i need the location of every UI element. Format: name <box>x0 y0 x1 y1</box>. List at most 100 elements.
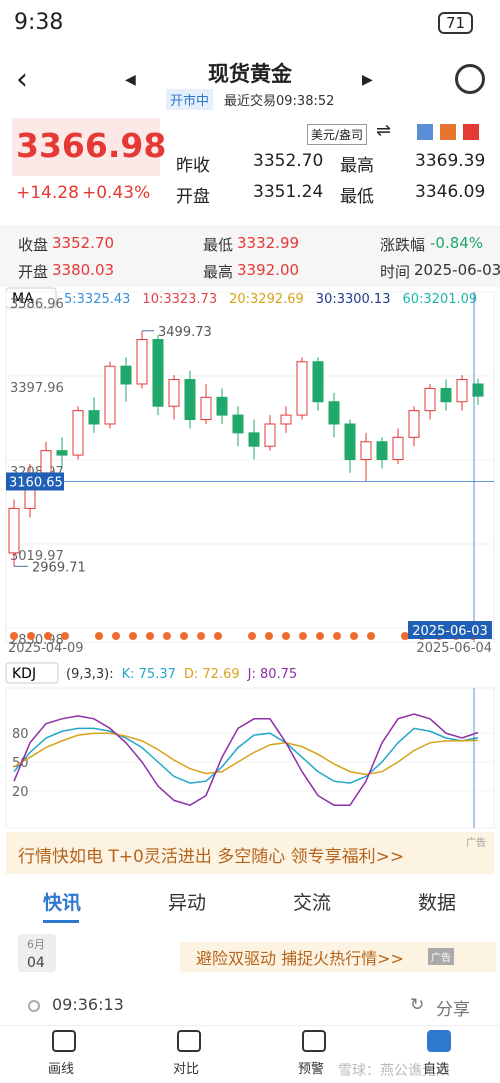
candle-body <box>184 379 196 421</box>
candle-body <box>40 450 52 474</box>
icon[interactable] <box>463 124 479 140</box>
candle-body <box>296 361 308 416</box>
cursor-label: 时间 <box>380 263 411 281</box>
share[interactable]: 分享 <box>436 1000 470 1020</box>
candle-body <box>168 379 180 407</box>
candle-body <box>232 414 244 434</box>
cursor-date-box <box>408 621 492 639</box>
kdj-line <box>13 727 479 784</box>
icon[interactable] <box>417 124 433 140</box>
news-day: 04 <box>27 955 45 971</box>
nav-icon[interactable] <box>427 1030 451 1052</box>
page-title: 现货黄金 <box>208 62 292 86</box>
indicator-select <box>5 662 59 684</box>
kdj-chart: KDJ (9,3,3): K: 75.37 D: 72.69 J: 80.7580502… <box>5 662 495 829</box>
candle-body <box>88 410 100 425</box>
timeline-dot <box>28 1000 40 1012</box>
nav-item[interactable]: 对比 <box>173 1062 200 1077</box>
nav-icon[interactable] <box>177 1030 201 1052</box>
event-dot <box>95 632 103 640</box>
ad-text[interactable]: 行情快如电 T+0灵活进出 多空随心 领专享福利>> <box>18 847 405 867</box>
event-dot <box>214 632 222 640</box>
y-tick-label: 3397.96 <box>10 381 64 396</box>
candle-body <box>472 383 484 397</box>
unit[interactable]: 美元/盎司 <box>307 124 368 145</box>
nav-item[interactable]: 自选 <box>423 1062 450 1077</box>
back-button[interactable]: ‹ <box>16 62 28 97</box>
event-dot <box>367 632 375 640</box>
candle-body <box>264 423 276 447</box>
watermark: 雪球：燕公谯无双 <box>338 1063 450 1079</box>
ad-tag: 广告 <box>466 838 486 849</box>
ma-label: 60:3201.09 <box>402 292 477 307</box>
nav-item[interactable]: 预警 <box>298 1062 325 1077</box>
candle-body <box>360 441 372 461</box>
swap-icon[interactable]: ⇌ <box>376 120 392 141</box>
candle-body <box>280 414 292 425</box>
cursor-price: 3160.65 <box>9 475 63 490</box>
event-dot <box>112 632 120 640</box>
event-dot <box>129 632 137 640</box>
ma-label: 20:3292.69 <box>229 292 304 307</box>
start-date: 2025-04-09 <box>8 641 84 656</box>
cursor-price-box <box>6 472 64 491</box>
cursor-value: -0.84% <box>430 234 484 252</box>
ad-banner[interactable] <box>6 832 494 874</box>
battery: 71 <box>438 12 474 34</box>
kdj-line <box>13 713 479 807</box>
candle-body <box>424 387 436 412</box>
share-icon[interactable]: ↻ <box>410 995 425 1015</box>
market-status: 开市中 <box>166 89 214 110</box>
kdj-label: (9,3,3): <box>66 667 114 682</box>
prev-arrow[interactable]: ◀ <box>125 72 136 88</box>
nav-icon[interactable] <box>302 1030 326 1052</box>
field-value: 3346.09 <box>415 182 486 202</box>
cursor-value: 2025-06-03 <box>414 261 500 279</box>
candle-body <box>248 432 260 447</box>
kdj-label: K: 75.37 <box>122 667 176 682</box>
event-dot <box>197 632 205 640</box>
refresh-button[interactable] <box>455 64 485 94</box>
change: +14.28 <box>16 183 79 203</box>
cursor-label: 开盘 <box>18 263 49 281</box>
event-dot <box>27 632 35 640</box>
event-dot <box>61 632 69 640</box>
event-dot <box>350 632 358 640</box>
tab[interactable]: 异动 <box>168 892 207 914</box>
icon[interactable] <box>440 124 456 140</box>
cursor-date: 2025-06-03 <box>412 624 488 639</box>
nav-item[interactable]: 画线 <box>48 1062 75 1077</box>
status-time: 9:38 <box>14 10 64 35</box>
event-dot <box>163 632 171 640</box>
candle-body <box>136 339 148 385</box>
promo-tag: 广告 <box>428 948 454 965</box>
cursor-value: 3380.03 <box>52 261 115 279</box>
field-value: 3352.70 <box>253 151 324 171</box>
next-arrow[interactable]: ▶ <box>362 72 373 88</box>
candle-body <box>408 410 420 438</box>
nav-icon[interactable] <box>52 1030 76 1052</box>
tab[interactable]: 数据 <box>418 892 457 914</box>
candle-body <box>200 396 212 421</box>
chart-frame <box>5 687 495 829</box>
cursor-value: 3352.70 <box>52 234 115 252</box>
event-dot <box>248 632 256 640</box>
candle-body <box>440 387 452 403</box>
candle-body <box>72 410 84 456</box>
cursor-label: 最高 <box>203 263 234 281</box>
field-label: 开盘 <box>176 187 210 207</box>
candle-body <box>392 436 404 461</box>
last-trade: 最近交易09:38:52 <box>224 94 335 109</box>
tab[interactable]: 快讯 <box>43 892 82 914</box>
kline-chart: MA 5:3325.43 10:3323.73 20:3292.69 30:3300.1… <box>5 287 495 656</box>
event-dot <box>180 632 188 640</box>
field-label: 最高 <box>340 156 374 176</box>
candle-body <box>8 507 20 554</box>
news-time: 09:36:13 <box>52 995 124 1014</box>
promo-text[interactable]: 避险双驱动 捕捉火热行情>> <box>196 949 404 968</box>
tab[interactable]: 交流 <box>293 892 332 914</box>
event-dot <box>146 632 154 640</box>
divider <box>0 1025 500 1026</box>
ma-label: 30:3300.13 <box>316 292 391 307</box>
